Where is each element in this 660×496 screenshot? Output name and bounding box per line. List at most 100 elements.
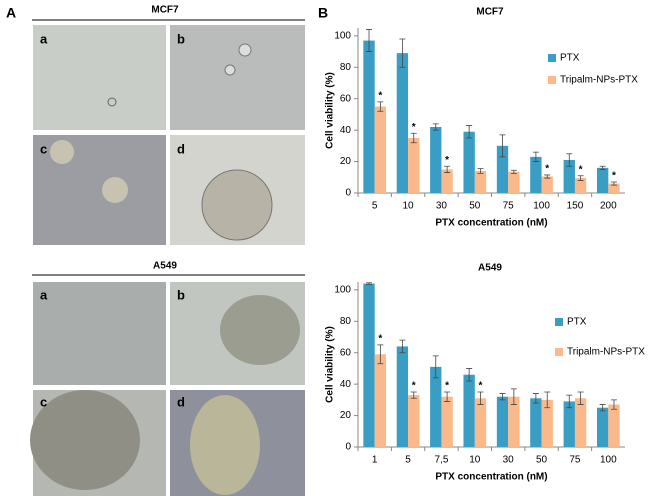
chart-title: MCF7 <box>476 7 504 18</box>
y-axis-label: Cell viability (%) <box>325 326 336 403</box>
x-tick-label: 30 <box>503 455 515 466</box>
bar <box>596 167 609 193</box>
error-bar <box>499 134 506 158</box>
bar <box>563 401 575 447</box>
significance: * <box>479 381 483 392</box>
significance: * <box>445 381 449 392</box>
error-bar <box>377 344 384 365</box>
error-bar <box>577 175 584 181</box>
bar <box>508 171 520 193</box>
bar <box>541 176 553 193</box>
x-tick-label: 75 <box>503 201 515 212</box>
x-tick-label: 5 <box>372 201 378 212</box>
error-bar <box>510 169 517 174</box>
error-bar <box>610 399 617 410</box>
legend-label: PTX <box>560 53 580 64</box>
error-bar <box>432 123 439 131</box>
bar <box>430 127 442 193</box>
x-tick-label: 100 <box>600 455 617 466</box>
y-tick-label: 80 <box>340 316 352 327</box>
x-tick-label: 50 <box>469 201 481 212</box>
error-bar <box>566 153 573 167</box>
spheroid <box>50 140 74 164</box>
significance: * <box>545 164 549 175</box>
error-bar <box>466 368 473 382</box>
y-tick-label: 0 <box>345 442 351 453</box>
error-bar <box>610 181 617 186</box>
x-tick-label: 7,5 <box>434 455 448 466</box>
bar <box>363 283 375 447</box>
bar <box>608 404 620 447</box>
x-tick-label: 200 <box>600 201 617 212</box>
y-tick-label: 40 <box>340 125 352 136</box>
bar <box>541 399 553 447</box>
y-axis-label: Cell viability (%) <box>325 72 336 149</box>
panel-title: MCF7 <box>151 5 179 16</box>
error-bar <box>410 391 417 399</box>
cell <box>107 97 117 107</box>
x-axis-label: PTX concentration (nM) <box>435 472 547 483</box>
image-label: b <box>177 31 185 46</box>
x-tick-label: 10 <box>469 455 481 466</box>
cell-cluster <box>30 390 140 490</box>
spheroid <box>201 169 273 241</box>
error-bar <box>532 393 539 404</box>
error-bar <box>377 101 384 112</box>
bar <box>530 156 542 193</box>
x-tick-label: 1 <box>372 455 378 466</box>
error-bar <box>399 38 406 68</box>
x-axis-label: PTX concentration (nM) <box>435 218 547 229</box>
error-bar <box>399 339 406 354</box>
micrograph <box>170 25 305 130</box>
bar <box>574 178 587 193</box>
error-bar <box>466 125 473 139</box>
panel-title: A549 <box>153 261 177 272</box>
error-bar <box>499 393 506 401</box>
error-bar <box>444 391 451 402</box>
y-tick-label: 60 <box>340 347 352 358</box>
x-tick-label: 150 <box>567 201 584 212</box>
significance: * <box>579 164 583 175</box>
bar <box>374 106 387 193</box>
y-tick-label: 40 <box>340 379 352 390</box>
chart-title: A549 <box>478 263 502 274</box>
error-bar <box>410 132 417 144</box>
significance: * <box>378 333 382 344</box>
x-tick-label: 75 <box>569 455 581 466</box>
bar <box>530 398 542 447</box>
panel-label: A <box>6 5 16 21</box>
significance: * <box>412 122 416 133</box>
x-tick-label: 100 <box>533 201 550 212</box>
legend-swatch <box>555 348 563 356</box>
bar <box>496 145 509 193</box>
bar <box>408 395 420 447</box>
bar <box>474 171 487 193</box>
x-tick-label: 5 <box>405 455 411 466</box>
error-bar <box>477 391 484 405</box>
bar <box>496 396 509 447</box>
bar <box>574 398 587 447</box>
legend-label: Tripalm-NPs-PTX <box>560 75 638 86</box>
bar <box>474 398 487 447</box>
bar <box>430 366 442 447</box>
error-bar <box>566 394 573 409</box>
bar <box>441 396 453 447</box>
bar <box>508 396 520 447</box>
y-tick-label: 20 <box>340 410 352 421</box>
image-label: a <box>40 31 48 46</box>
spheroid <box>102 177 128 203</box>
bar <box>608 183 620 193</box>
error-bar <box>532 151 539 162</box>
y-tick-label: 60 <box>340 93 352 104</box>
error-bar <box>444 165 451 173</box>
significance: * <box>445 155 449 166</box>
legend-swatch <box>548 76 556 84</box>
legend-swatch <box>548 54 556 62</box>
cell-cluster <box>190 395 260 495</box>
y-tick-label: 100 <box>334 30 351 41</box>
bar <box>441 169 453 193</box>
y-tick-label: 0 <box>345 188 351 199</box>
error-bar <box>544 391 551 409</box>
bar <box>396 346 409 447</box>
